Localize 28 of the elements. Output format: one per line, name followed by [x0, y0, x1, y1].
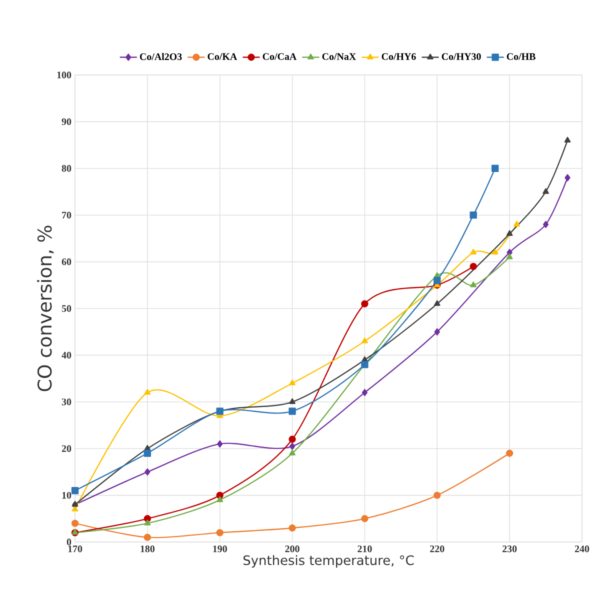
y-tick-label: 100	[57, 72, 72, 78]
x-axis-title: Synthesis temperature, °C	[244, 555, 414, 568]
x-tick-label: 180	[140, 546, 155, 552]
y-tick-label: 30	[62, 398, 72, 406]
y-tick-label: 60	[62, 258, 72, 266]
y-tick-label: 40	[62, 352, 72, 359]
y-tick-label: 10	[62, 492, 72, 499]
y-tick-label: 80	[62, 165, 72, 172]
legend-label: Co/Al2O3	[140, 53, 182, 60]
y-tick-label: 50	[62, 305, 72, 312]
y-tick-label: 0	[66, 538, 72, 546]
x-tick-label: 240	[574, 546, 590, 552]
y-tick-label: 20	[62, 445, 72, 452]
x-tick-label: 200	[285, 546, 300, 552]
x-tick-label: 210	[358, 546, 372, 552]
y-tick-label: 70	[62, 212, 72, 218]
y-tick-label: 90	[62, 118, 72, 126]
x-tick-label: 230	[502, 546, 517, 552]
legend-label: Co/HY30	[442, 53, 481, 60]
legend-label: Co/HB	[506, 53, 536, 60]
x-tick-label: 220	[430, 546, 444, 552]
x-tick-label: 190	[213, 546, 227, 552]
legend-label: Co/HY6	[382, 53, 416, 60]
x-tick-label: 170	[68, 546, 82, 552]
y-axis-title: CO conversion, %	[37, 226, 54, 392]
legend-label: Co/KA	[208, 53, 238, 60]
legend-label: Co/NaX	[322, 53, 356, 60]
legend-label: Co/CaA	[262, 53, 297, 60]
